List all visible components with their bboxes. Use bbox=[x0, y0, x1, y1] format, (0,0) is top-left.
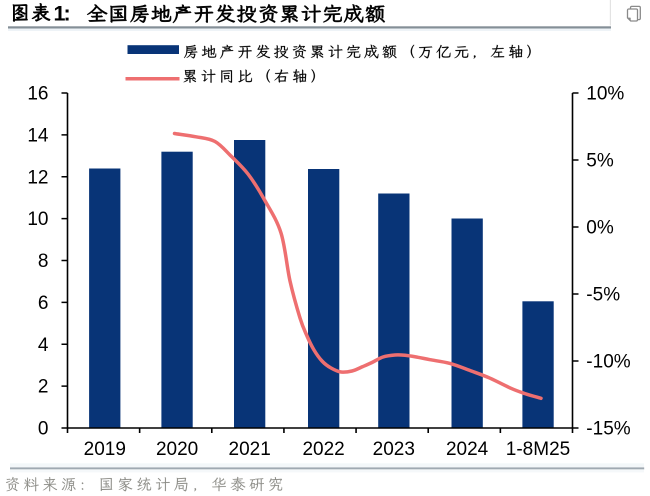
svg-text:2021: 2021 bbox=[229, 439, 271, 460]
svg-text:0: 0 bbox=[38, 419, 49, 440]
svg-text:-5%: -5% bbox=[586, 285, 620, 306]
svg-text:14: 14 bbox=[27, 126, 49, 147]
svg-text:8: 8 bbox=[38, 251, 49, 272]
svg-text:5%: 5% bbox=[586, 151, 614, 172]
svg-text:-10%: -10% bbox=[586, 352, 630, 373]
svg-text:0%: 0% bbox=[586, 218, 614, 239]
svg-text:16: 16 bbox=[27, 84, 48, 105]
svg-text:2020: 2020 bbox=[156, 439, 198, 460]
svg-text::: : bbox=[64, 2, 71, 26]
svg-text:-15%: -15% bbox=[586, 419, 630, 440]
svg-text:4: 4 bbox=[38, 335, 49, 356]
svg-text:2019: 2019 bbox=[84, 439, 126, 460]
svg-text:6: 6 bbox=[38, 293, 49, 314]
svg-text:1: 1 bbox=[54, 2, 66, 26]
svg-text:10: 10 bbox=[27, 209, 48, 230]
svg-text:2023: 2023 bbox=[373, 439, 415, 460]
svg-text:2022: 2022 bbox=[302, 439, 344, 460]
svg-text:12: 12 bbox=[27, 167, 48, 188]
svg-text:2: 2 bbox=[38, 377, 49, 398]
svg-text:10%: 10% bbox=[586, 84, 624, 105]
svg-text:2024: 2024 bbox=[446, 439, 489, 460]
svg-text:1-8M25: 1-8M25 bbox=[506, 439, 570, 460]
